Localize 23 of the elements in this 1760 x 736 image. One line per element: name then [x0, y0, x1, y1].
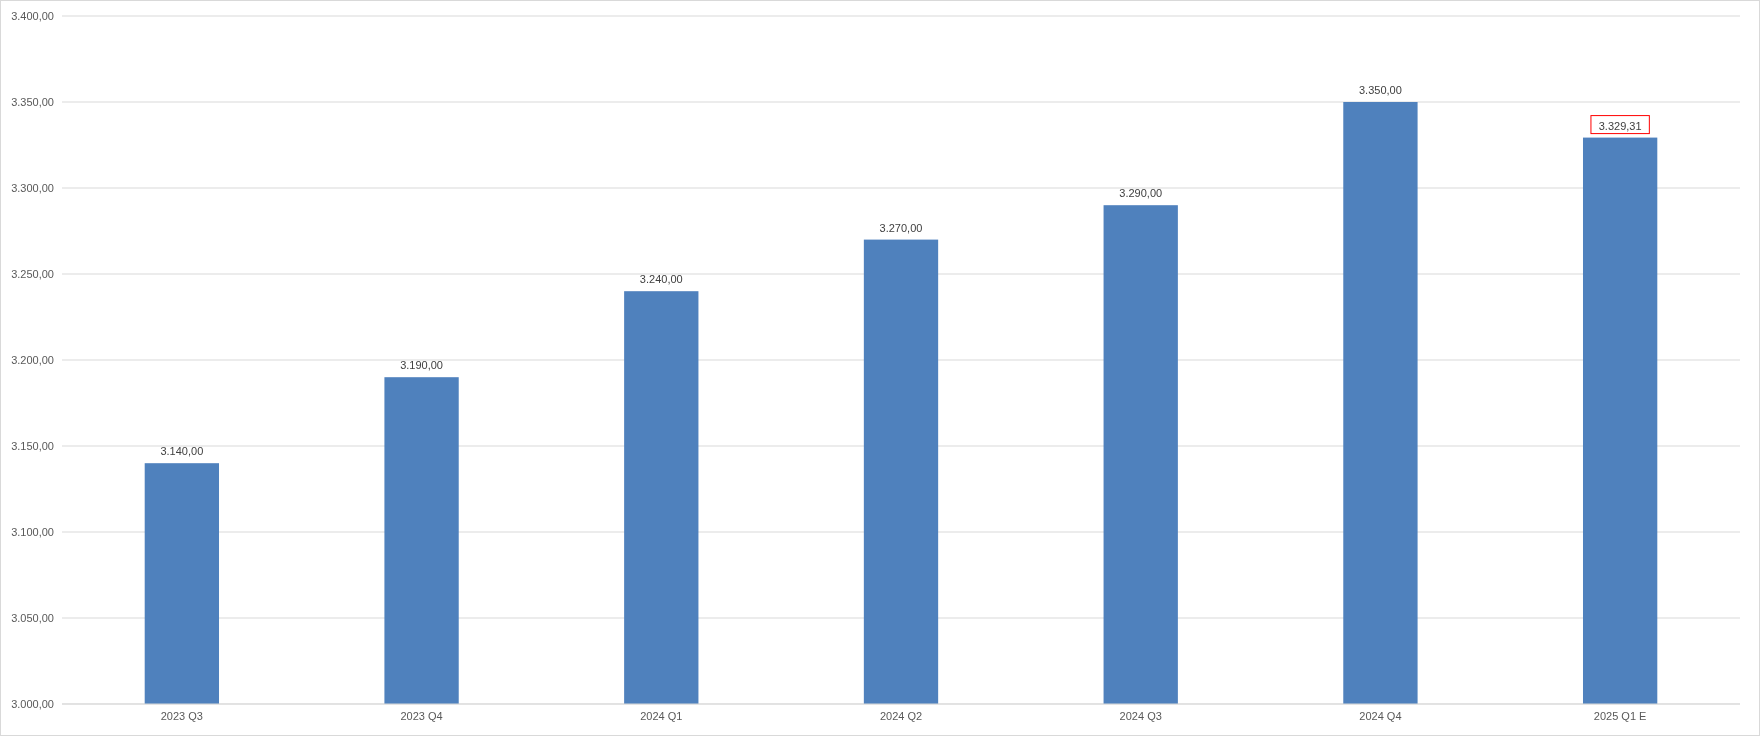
y-tick-label: 3.250,00: [11, 267, 54, 280]
x-tick-label: 2023 Q4: [400, 710, 443, 722]
data-label: 3.290,00: [1119, 187, 1163, 200]
x-tick-label: 2024 Q1: [640, 710, 683, 722]
x-tick-label: 2024 Q3: [1119, 710, 1162, 722]
x-tick-label: 2025 Q1 E: [1593, 710, 1647, 722]
y-tick-label: 3.200,00: [11, 353, 54, 366]
data-label: 3.240,00: [639, 273, 683, 286]
y-tick-label: 3.100,00: [11, 525, 54, 538]
data-label: 3.270,00: [879, 221, 923, 234]
data-label: 3.190,00: [400, 359, 443, 372]
y-tick-label: 3.300,00: [11, 181, 54, 194]
x-tick-label: 2023 Q3: [160, 710, 203, 722]
data-label: 3.140,00: [160, 445, 204, 458]
annotation: 3.329,31: [1598, 119, 1642, 132]
y-tick-label: 3.050,00: [11, 611, 54, 624]
y-tick-label: 3.400,00: [11, 9, 54, 22]
x-tick-label: 2024 Q4: [1359, 710, 1402, 722]
data-label: 3.350,00: [1359, 84, 1402, 96]
x-tick-label: 2024 Q2: [879, 710, 923, 722]
y-tick-label: 3.350,00: [11, 95, 54, 108]
y-tick-label: 3.150,00: [11, 439, 54, 452]
y-tick-label: 3.000,00: [11, 697, 54, 710]
